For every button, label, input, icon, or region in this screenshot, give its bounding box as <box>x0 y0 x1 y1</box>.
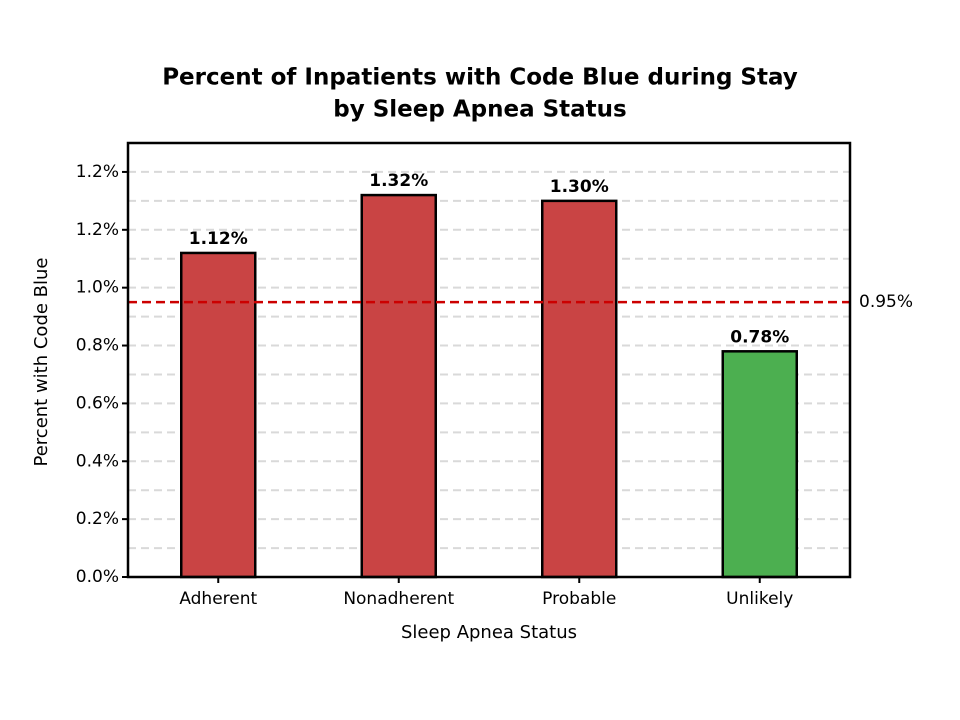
bar <box>721 350 798 579</box>
x-axis-label: Sleep Apnea Status <box>401 622 577 643</box>
chart-title: by Sleep Apnea Status <box>333 97 627 123</box>
y-tick-label: 1.2% <box>76 220 119 240</box>
y-tick-label: 0.8% <box>76 336 119 356</box>
x-tick-label: Unlikely <box>726 589 793 609</box>
y-axis-label: Percent with Code Blue <box>31 258 52 467</box>
data-label: 0.78% <box>730 327 789 347</box>
bar <box>360 193 437 579</box>
x-tick-label: Adherent <box>179 589 257 609</box>
y-tick-label: 0.6% <box>76 393 119 413</box>
reference-label: 0.95% <box>859 292 913 312</box>
bar <box>180 251 257 579</box>
data-label: 1.30% <box>550 177 609 197</box>
y-tick-label: 1.0% <box>76 278 119 298</box>
y-tick-label: 0.4% <box>76 451 119 471</box>
chart-title: Percent of Inpatients with Code Blue dur… <box>162 65 798 91</box>
y-tick-label: 0.0% <box>76 567 119 587</box>
data-label: 1.12% <box>189 229 248 249</box>
bar <box>541 199 618 579</box>
y-tick-label: 1.2% <box>76 162 119 182</box>
plot-frame <box>126 141 852 579</box>
y-tick-label: 0.2% <box>76 509 119 529</box>
x-tick-label: Probable <box>542 589 616 609</box>
data-label: 1.32% <box>369 171 428 191</box>
x-tick-label: Nonadherent <box>343 589 454 609</box>
